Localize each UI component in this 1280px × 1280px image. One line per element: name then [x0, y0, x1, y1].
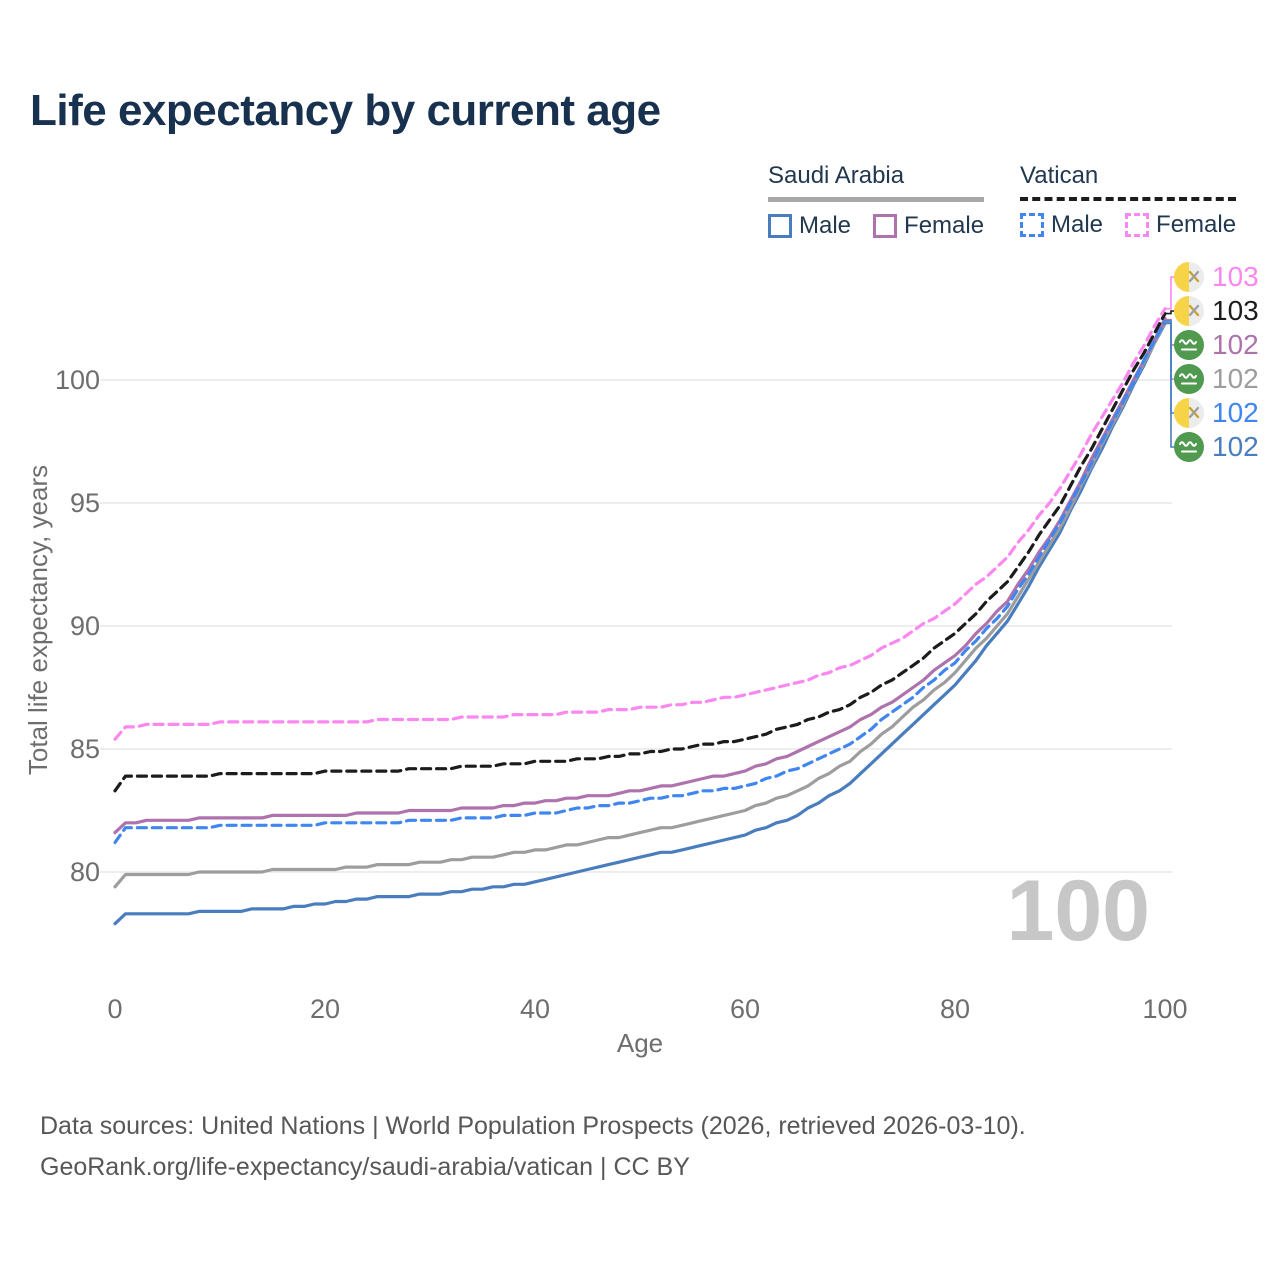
- vatican-female-swatch: [1125, 213, 1150, 237]
- x-axis-title: Age: [617, 1028, 663, 1058]
- x-tick-0: 0: [107, 994, 122, 1024]
- x-tick-20: 20: [310, 994, 340, 1024]
- legend-item-vatican-female[interactable]: Female: [1125, 211, 1236, 239]
- end-label-connector: [1165, 322, 1176, 448]
- end-value: 102: [1212, 363, 1259, 394]
- end-label-vatican-all: 103: [1174, 294, 1259, 328]
- saudi-flag-icon: [1174, 330, 1204, 360]
- legend-group-vatican: Vatican Male Female: [1020, 162, 1237, 239]
- vatican-flag-icon: [1174, 398, 1204, 428]
- data-sources-footer: Data sources: United Nations | World Pop…: [40, 1106, 1026, 1188]
- footer-line2[interactable]: GeoRank.org/life-expectancy/saudi-arabia…: [40, 1153, 690, 1181]
- end-value: 102: [1212, 397, 1259, 428]
- series-line-saudi-arabia-female[interactable]: [113, 316, 1167, 835]
- legend-label: Female: [904, 212, 985, 239]
- y-tick-90: 90: [70, 611, 100, 641]
- series-line-saudi-arabia-all[interactable]: [113, 319, 1167, 889]
- vatican-flag-icon: [1174, 296, 1204, 326]
- end-value: 103: [1212, 261, 1259, 292]
- legend-country-vatican[interactable]: Vatican: [1020, 162, 1099, 189]
- legend-item-vatican-male[interactable]: Male: [1020, 211, 1103, 239]
- end-value: 103: [1212, 295, 1259, 326]
- legend-label: Male: [799, 212, 852, 239]
- legend-country-saudi-arabia[interactable]: Saudi Arabia: [768, 162, 905, 189]
- y-axis-title: Total life expectancy, years: [23, 465, 53, 775]
- saudi-flag-icon: [1174, 432, 1204, 462]
- age-counter-watermark: 100: [1006, 863, 1151, 959]
- saudi-male-swatch: [768, 214, 792, 238]
- series-line-vatican-female[interactable]: [113, 307, 1167, 741]
- page-title: Life expectancy by current age: [30, 86, 661, 135]
- legend-group-saudi-arabia: Saudi Arabia Male Female: [768, 162, 985, 240]
- vatican-dashed-line-swatch: [1020, 197, 1237, 201]
- vatican-male-swatch: [1020, 213, 1044, 237]
- end-label-saudi-all: 102: [1174, 362, 1259, 396]
- y-tick-85: 85: [70, 734, 100, 764]
- vatican-flag-icon: [1174, 262, 1204, 292]
- saudi-female-swatch: [873, 214, 898, 238]
- legend-label: Female: [1156, 211, 1237, 238]
- end-label-saudi-female: 102: [1174, 328, 1259, 362]
- legend-item-saudi-female[interactable]: Female: [873, 212, 984, 240]
- x-tick-100: 100: [1142, 994, 1187, 1024]
- x-tick-60: 60: [730, 994, 760, 1024]
- y-tick-80: 80: [70, 857, 100, 887]
- y-tick-95: 95: [70, 488, 100, 518]
- end-label-vatican-female: 103: [1174, 260, 1259, 294]
- legend-label: Male: [1051, 211, 1104, 238]
- end-label-connector: [1165, 310, 1176, 315]
- end-value: 102: [1212, 329, 1259, 360]
- end-label-saudi-male: 102: [1174, 430, 1259, 464]
- footer-line1: Data sources: United Nations | World Pop…: [40, 1112, 1026, 1140]
- end-value: 102: [1212, 431, 1259, 462]
- end-label-vatican-male: 102: [1174, 396, 1259, 430]
- series-line-saudi-arabia-male[interactable]: [113, 321, 1167, 926]
- x-tick-80: 80: [940, 994, 970, 1024]
- y-tick-100: 100: [55, 365, 100, 395]
- life-expectancy-line-chart[interactable]: 80 85 90 95 100 0 20 40 60 80 100 Age Total life exp…: [0, 0, 1280, 1080]
- end-label-connector: [1165, 276, 1176, 310]
- series-line-vatican-all[interactable]: [113, 312, 1167, 793]
- legend-item-saudi-male[interactable]: Male: [768, 212, 851, 240]
- series-line-vatican-male[interactable]: [113, 319, 1167, 845]
- saudi-solid-line-swatch: [768, 197, 985, 202]
- x-tick-40: 40: [520, 994, 550, 1024]
- saudi-flag-icon: [1174, 364, 1204, 394]
